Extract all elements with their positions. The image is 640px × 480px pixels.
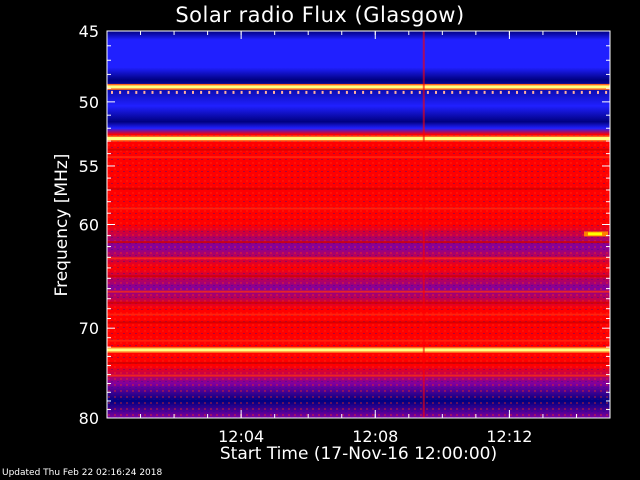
band-dot [532, 90, 535, 94]
band-dot [289, 90, 292, 94]
band-dot [127, 90, 130, 94]
y-tick-label: 70 [79, 319, 99, 338]
band-dot [588, 90, 591, 94]
band-dot [475, 90, 478, 94]
band-dot [183, 90, 186, 94]
band-dot [418, 90, 421, 94]
y-tick-label: 60 [79, 216, 99, 235]
x-tick-label: 12:08 [352, 427, 398, 446]
x-axis-label: Start Time (17-Nov-16 12:00:00) [219, 444, 498, 464]
band-dot [232, 90, 235, 94]
band-dot [605, 90, 608, 94]
y-tick-label: 45 [79, 22, 99, 41]
band-dot [451, 90, 454, 94]
band-dot [402, 90, 405, 94]
interference-line [107, 187, 610, 190]
band-dot [524, 90, 527, 94]
band-dot [111, 90, 113, 94]
band-dot [564, 90, 567, 94]
x-tick-label: 12:12 [486, 427, 532, 446]
band-dot [499, 90, 502, 94]
burst [588, 232, 603, 236]
band-dot [200, 90, 203, 94]
band-dot [337, 90, 340, 94]
band-dot [443, 90, 446, 94]
band-dot [216, 90, 219, 94]
interference-line [107, 207, 610, 210]
band-dot [580, 90, 583, 94]
band-dot [597, 90, 599, 94]
band-dot [119, 90, 122, 94]
y-tick-label: 50 [79, 93, 99, 112]
band-dot [159, 90, 162, 94]
band-dot [256, 90, 259, 94]
interference-line [107, 290, 610, 293]
band-dot [370, 90, 373, 94]
band-dot [208, 90, 211, 94]
band-dot [224, 90, 227, 94]
bright-band [107, 137, 610, 141]
band-dot [297, 90, 300, 94]
band-dot [240, 90, 243, 94]
band-dot [386, 90, 389, 94]
band-dot [491, 90, 494, 94]
band-dot [151, 90, 154, 94]
y-tick-label: 55 [79, 157, 99, 176]
band-dot [281, 90, 284, 94]
band-dot [321, 90, 324, 94]
x-tick-label: 12:04 [218, 427, 264, 446]
band-dot [264, 90, 267, 94]
band-dot [467, 90, 470, 94]
interference-line [107, 241, 610, 244]
chart-title: Solar radio Flux (Glasgow) [175, 3, 465, 27]
band-dot [175, 90, 178, 94]
interference-line [107, 257, 610, 260]
interference-line [107, 339, 610, 342]
band-dot [362, 90, 365, 94]
interference-line [107, 361, 610, 364]
interference-line [107, 321, 610, 324]
band-dot [354, 90, 356, 94]
vertical-streak [422, 31, 425, 418]
band-dot [167, 90, 170, 94]
band-dot [135, 90, 138, 94]
band-dot [394, 90, 397, 94]
band-dot [345, 90, 348, 94]
band-dot [143, 90, 146, 94]
y-tick-label: 80 [79, 409, 99, 428]
band-dot [540, 90, 543, 94]
band-dot [410, 90, 413, 94]
interference-line [107, 313, 610, 316]
updated-timestamp: Updated Thu Feb 22 02:16:24 2018 [2, 468, 163, 478]
band-dot [273, 90, 275, 94]
bright-band [107, 85, 610, 89]
band-dot [572, 90, 575, 94]
band-dot [507, 90, 510, 94]
band-dot [378, 90, 381, 94]
interference-line [107, 275, 610, 278]
band-dot [426, 90, 429, 94]
band-dot [248, 90, 251, 94]
interference-line [107, 156, 610, 159]
bright-band [107, 348, 610, 352]
band-dot [435, 90, 437, 94]
band-dot [192, 90, 194, 94]
band-dot [483, 90, 486, 94]
band-dot [516, 90, 518, 94]
band-dot [305, 90, 308, 94]
band-dot [313, 90, 316, 94]
band-dot [556, 90, 559, 94]
band-dot [329, 90, 332, 94]
interference-line [107, 374, 610, 377]
band-dot [548, 90, 551, 94]
band-dot [459, 90, 462, 94]
interference-line [107, 148, 610, 151]
interference-line [107, 301, 610, 304]
